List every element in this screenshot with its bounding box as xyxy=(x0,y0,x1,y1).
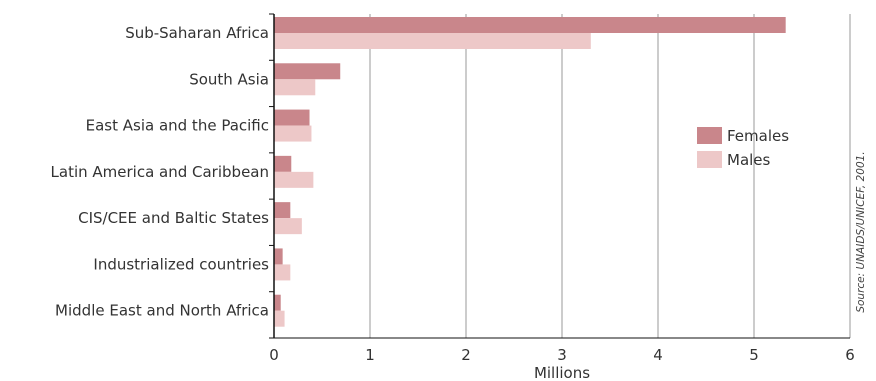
legend-label: Females xyxy=(727,127,789,145)
category-label: Industrialized countries xyxy=(93,255,269,273)
bar-males xyxy=(274,125,312,142)
x-tick-labels: 0 1 2 3 4 5 6 xyxy=(269,346,855,364)
category-label: Middle East and North Africa xyxy=(55,302,269,320)
bar-females xyxy=(274,17,786,33)
category-label: South Asia xyxy=(189,70,269,88)
x-tick-label: 5 xyxy=(749,346,759,364)
bars xyxy=(274,17,786,327)
bar-females xyxy=(274,248,283,265)
x-tick-label: 1 xyxy=(365,346,375,364)
x-tick-label: 4 xyxy=(653,346,663,364)
axes xyxy=(269,13,850,339)
x-tick-label: 6 xyxy=(845,346,855,364)
bar-females xyxy=(274,202,291,219)
x-tick-label: 0 xyxy=(269,346,279,364)
x-tick-label: 3 xyxy=(557,346,567,364)
bar-males xyxy=(274,79,316,96)
bar-females xyxy=(274,63,341,80)
bar-males xyxy=(274,218,302,235)
category-label: East Asia and the Pacific xyxy=(86,117,269,135)
category-label: Sub-Saharan Africa xyxy=(125,24,269,42)
legend: Females Males xyxy=(697,127,789,169)
x-axis-title: Millions xyxy=(534,364,590,381)
bar-females xyxy=(274,155,292,172)
category-labels: Sub-Saharan Africa South Asia East Asia an… xyxy=(51,24,270,320)
bar-males xyxy=(274,171,314,188)
bar-males xyxy=(274,33,591,49)
source-note: Source: UNAIDS/UNICEF, 2001. xyxy=(855,151,867,312)
bar-males xyxy=(274,310,285,327)
bar-females xyxy=(274,109,310,126)
category-label: CIS/CEE and Baltic States xyxy=(78,209,269,227)
legend-swatch xyxy=(697,151,722,168)
category-label: Latin America and Caribbean xyxy=(51,163,269,181)
x-tick-label: 2 xyxy=(461,346,471,364)
bar-males xyxy=(274,264,291,281)
legend-swatch xyxy=(697,127,722,144)
gridlines xyxy=(369,14,851,338)
bar-females xyxy=(274,294,281,311)
legend-label: Males xyxy=(727,151,771,169)
